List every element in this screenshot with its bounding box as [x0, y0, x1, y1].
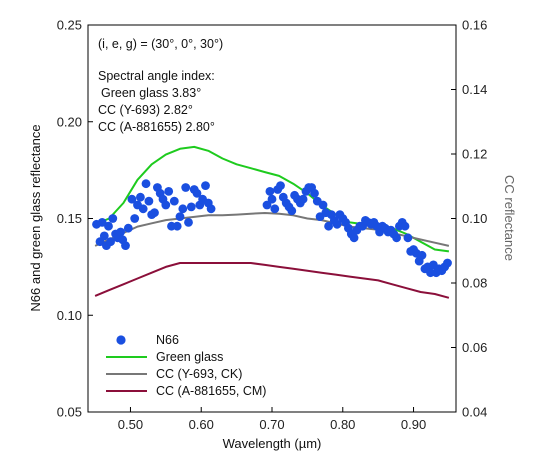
data-point-n66 [121, 241, 130, 251]
y-tick-label: 0.15 [57, 211, 82, 226]
data-point-n66 [417, 250, 427, 260]
data-point-n66 [400, 221, 410, 231]
data-point-n66 [192, 188, 202, 198]
data-point-n66 [104, 221, 113, 231]
legend-label-n66: N66 [156, 333, 179, 347]
x-tick-label: 0.70 [259, 417, 284, 432]
spectral-angle-title: Spectral angle index: [98, 69, 215, 83]
data-point-n66 [144, 196, 154, 206]
data-point-n66 [186, 202, 196, 212]
data-point-n66 [265, 187, 275, 196]
y2-tick-label: 0.06 [462, 340, 487, 355]
data-point-n66 [116, 227, 125, 237]
data-point-n66 [99, 231, 109, 241]
y2-tick-label: 0.14 [462, 82, 487, 97]
x-axis-title: Wavelength (µm) [223, 436, 322, 451]
data-point-n66 [178, 204, 188, 214]
spectral-angle-line-1: Green glass 3.83° [101, 86, 201, 100]
data-point-n66 [318, 200, 328, 210]
legend-marker-n66 [116, 335, 126, 345]
data-point-n66 [138, 204, 148, 214]
data-point-n66 [206, 204, 216, 214]
legend-label-cc-a881655: CC (A-881655, CM) [156, 384, 266, 398]
data-point-n66 [175, 212, 185, 222]
y-axis-right-title: CC reflectance [502, 175, 517, 261]
series-points-n66 [92, 179, 452, 278]
data-point-n66 [276, 181, 285, 191]
data-point-n66 [324, 221, 333, 231]
data-point-n66 [161, 200, 171, 210]
x-tick-label: 0.80 [330, 417, 355, 432]
data-point-n66 [130, 214, 140, 223]
y2-tick-label: 0.16 [462, 18, 487, 33]
annotation-block: (i, e, g) = (30°, 0°, 30°) Spectral angl… [98, 37, 223, 134]
y-tick-label: 0.20 [57, 114, 82, 129]
spectral-angle-line-2: CC (Y-693) 2.82° [98, 103, 193, 117]
data-point-n66 [150, 208, 159, 218]
data-point-n66 [136, 192, 145, 202]
data-point-n66 [169, 196, 179, 206]
x-tick-label: 0.50 [118, 417, 143, 432]
data-point-n66 [97, 218, 107, 227]
data-point-n66 [332, 219, 342, 229]
x-axis: 0.50 0.60 0.70 0.80 0.90 [118, 407, 426, 432]
y2-tick-label: 0.12 [462, 147, 487, 162]
data-point-n66 [349, 233, 359, 243]
data-point-n66 [164, 187, 174, 196]
data-point-n66 [172, 221, 182, 231]
y-axis-left: 0.05 0.10 0.15 0.20 0.25 [57, 18, 93, 420]
x-tick-label: 0.60 [189, 417, 214, 432]
data-point-n66 [287, 206, 297, 216]
y-axis-right: 0.04 0.06 0.08 0.10 0.12 0.14 0.16 [451, 18, 487, 420]
y-tick-label: 0.25 [57, 18, 82, 33]
geometry-annotation: (i, e, g) = (30°, 0°, 30°) [98, 37, 223, 51]
data-point-n66 [267, 194, 277, 204]
y2-tick-label: 0.10 [462, 211, 487, 226]
legend-label-green-glass: Green glass [156, 350, 223, 364]
data-point-n66 [127, 194, 137, 204]
y2-tick-label: 0.08 [462, 276, 487, 291]
data-point-n66 [310, 188, 319, 198]
data-point-n66 [106, 237, 115, 247]
data-point-n66 [262, 200, 272, 210]
data-point-n66 [270, 204, 280, 214]
data-point-n66 [403, 233, 413, 243]
legend-label-cc-y693: CC (Y-693, CK) [156, 367, 242, 381]
data-point-n66 [108, 214, 118, 223]
y2-tick-label: 0.04 [462, 405, 487, 420]
data-point-n66 [392, 233, 401, 243]
data-point-n66 [123, 223, 133, 233]
data-point-n66 [298, 194, 308, 204]
legend: N66 Green glass CC (Y-693, CK) CC (A-881… [106, 333, 266, 398]
x-tick-label: 0.90 [401, 417, 426, 432]
y-tick-label: 0.10 [57, 308, 82, 323]
data-point-n66 [201, 181, 210, 191]
data-point-n66 [443, 258, 452, 268]
data-point-n66 [141, 179, 151, 189]
series-layer [92, 145, 452, 299]
data-point-n66 [181, 183, 191, 192]
spectral-angle-line-3: CC (A-881655) 2.80° [98, 120, 215, 134]
data-point-n66 [184, 218, 193, 227]
series-line-cc-a-881655-cm [94, 262, 450, 299]
y-tick-label: 0.05 [57, 405, 82, 420]
y-axis-left-title: N66 and green glass reflectance [28, 124, 43, 311]
